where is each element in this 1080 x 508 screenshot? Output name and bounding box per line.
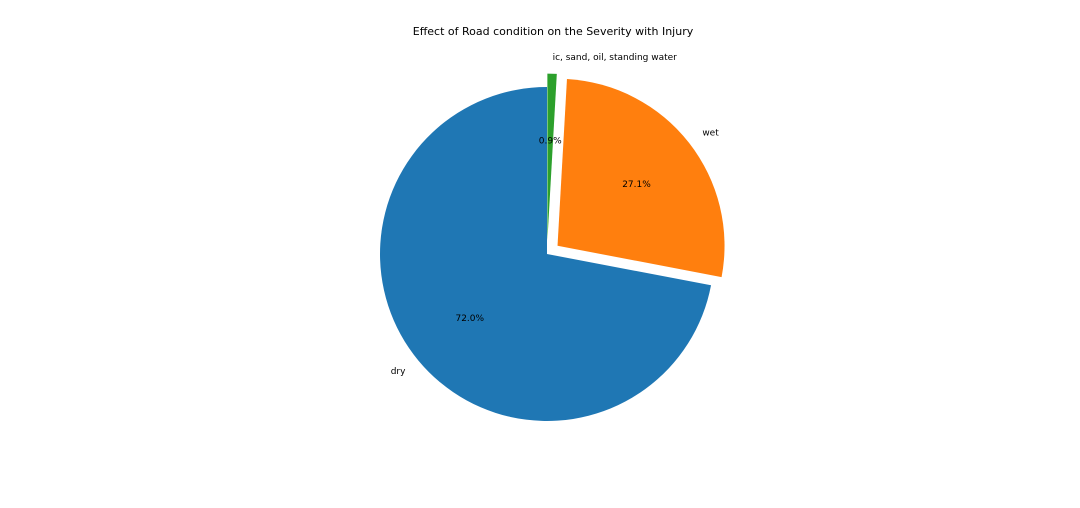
slice-label: wet — [702, 129, 719, 139]
percent-label: 0.9% — [539, 136, 562, 146]
pie-slice-wet — [557, 79, 725, 278]
pie-slice-ic — [547, 73, 557, 241]
chart-title: Effect of Road condition on the Severity… — [413, 25, 694, 38]
percent-label: 72.0% — [455, 314, 484, 324]
slice-label: ic, sand, oil, standing water — [553, 53, 678, 63]
slice-label: dry — [391, 367, 406, 377]
pie-slice-dry — [380, 87, 712, 421]
percent-label: 27.1% — [622, 180, 651, 190]
